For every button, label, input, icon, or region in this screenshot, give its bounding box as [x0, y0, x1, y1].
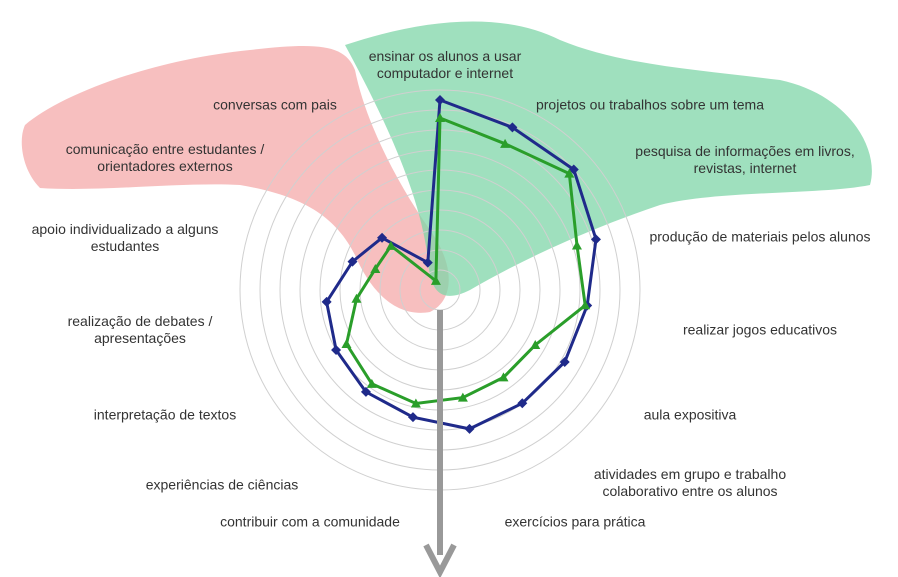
category-label: ensinar os alunos a usar computador e in…	[368, 48, 522, 81]
marker	[331, 345, 342, 355]
category-label: pesquisa de informações em livros, revis…	[635, 143, 855, 176]
marker	[377, 232, 388, 243]
marker	[370, 263, 381, 273]
marker	[366, 378, 377, 388]
marker	[568, 164, 579, 175]
category-label: atividades em grupo e trabalho colaborat…	[593, 466, 787, 499]
category-label: experiências de ciências	[145, 476, 299, 493]
marker	[590, 234, 601, 245]
green-region	[345, 21, 872, 296]
marker	[580, 300, 591, 310]
marker	[571, 240, 582, 250]
marker	[430, 275, 441, 285]
red-region	[21, 46, 449, 313]
marker	[360, 386, 371, 397]
marker	[464, 423, 475, 434]
marker	[530, 340, 541, 349]
marker	[341, 339, 352, 348]
marker	[422, 257, 433, 268]
marker	[347, 256, 358, 267]
arrow-head	[423, 543, 457, 577]
category-label: realização de debates / apresentações	[67, 313, 213, 346]
marker	[507, 122, 518, 133]
category-label: conversas com pais	[213, 96, 337, 113]
marker	[435, 113, 445, 122]
marker	[407, 412, 418, 423]
marker	[351, 293, 362, 303]
marker	[517, 398, 528, 409]
category-label: projetos ou trabalhos sobre um tema	[535, 96, 764, 113]
marker	[559, 357, 570, 367]
marker	[500, 138, 511, 148]
category-label: aula expositiva	[643, 406, 737, 423]
marker	[385, 240, 396, 250]
category-label: contribuir com a comunidade	[220, 513, 400, 530]
category-label: realizar jogos educativos	[682, 321, 838, 338]
marker	[564, 168, 575, 178]
marker	[435, 95, 445, 105]
category-label: comunicação entre estudantes / orientado…	[65, 141, 265, 174]
marker	[321, 296, 332, 307]
category-label: exercícios para prática	[504, 513, 646, 530]
category-label: interpretação de textos	[93, 406, 237, 423]
category-label: produção de materiais pelos alunos	[649, 228, 871, 245]
marker	[498, 372, 509, 382]
marker	[410, 398, 421, 408]
category-label: apoio individualizado a alguns estudante…	[31, 221, 219, 254]
marker	[457, 392, 468, 402]
